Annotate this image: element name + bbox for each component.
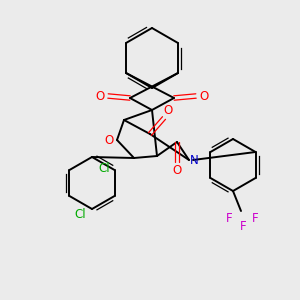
Text: Cl: Cl <box>74 208 86 221</box>
Text: F: F <box>252 212 258 226</box>
Text: Cl: Cl <box>99 161 110 175</box>
Text: N: N <box>190 154 198 166</box>
Text: O: O <box>95 89 105 103</box>
Text: F: F <box>226 212 232 226</box>
Text: F: F <box>240 220 246 233</box>
Text: O: O <box>172 164 182 176</box>
Text: O: O <box>104 134 114 146</box>
Text: O: O <box>200 89 208 103</box>
Text: O: O <box>164 103 172 116</box>
